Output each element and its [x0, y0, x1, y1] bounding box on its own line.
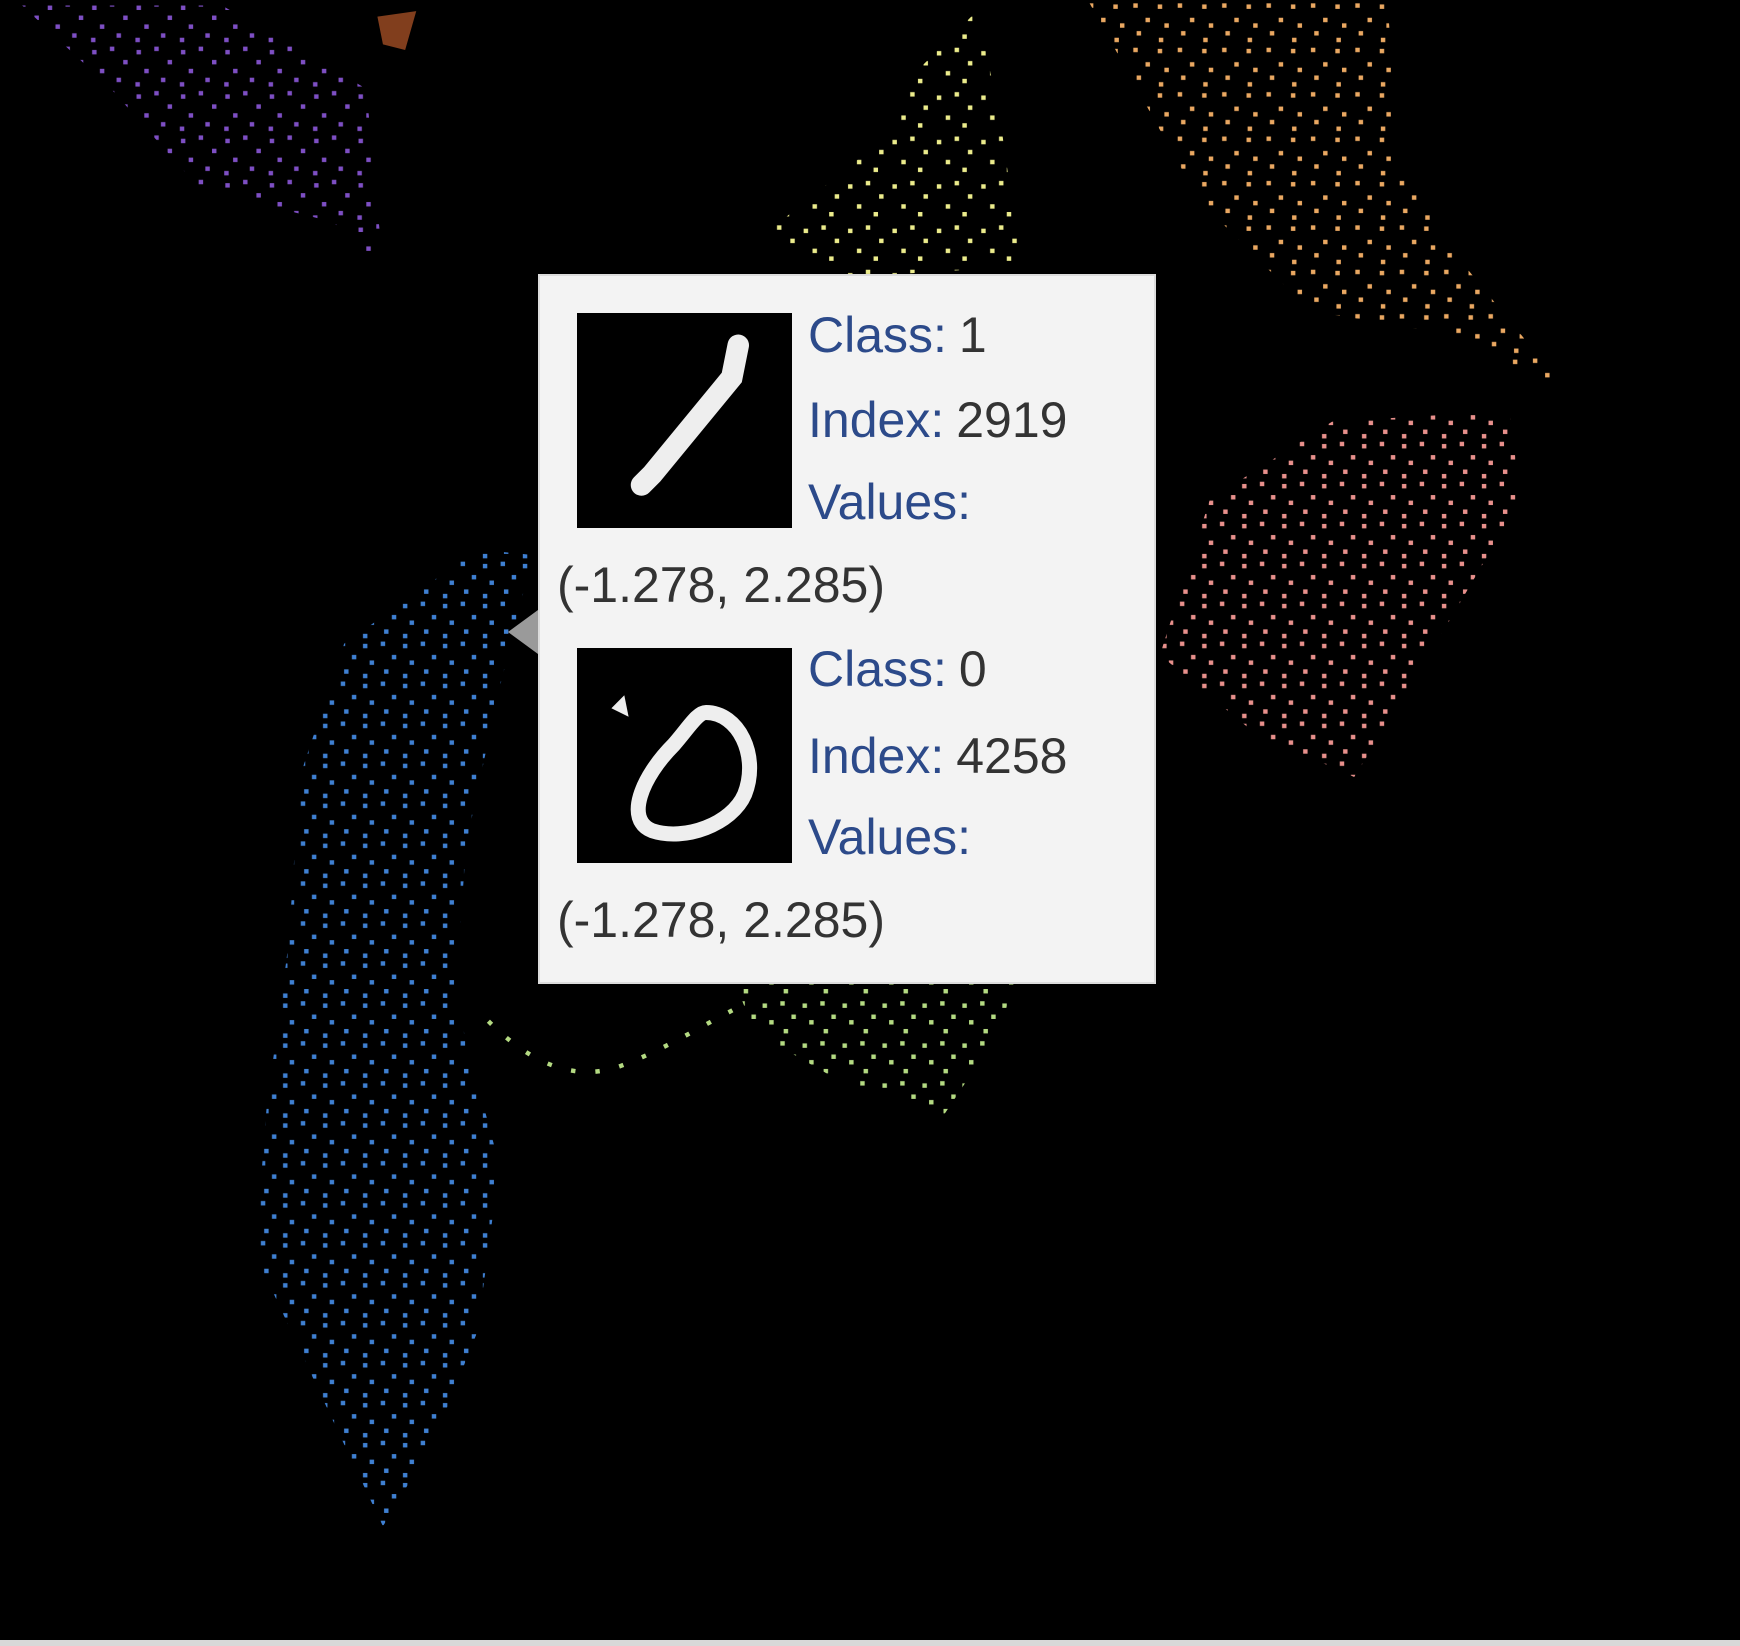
value: 1: [958, 307, 987, 363]
digit-image: [577, 313, 792, 528]
tooltip-pointer: [508, 610, 538, 654]
label: Values:: [808, 809, 972, 865]
cluster-blue: [255, 549, 533, 1527]
cluster-red: [377, 11, 417, 50]
tooltip: Class: 1 Index: 2919 Values: (-1.278, 2.28…: [538, 274, 1156, 984]
cluster-green: [732, 976, 1016, 1116]
values-text: (-1.278, 2.285): [557, 557, 885, 613]
label: Class:: [808, 307, 947, 363]
cluster-green-trail: [486, 1002, 745, 1075]
value: 2919: [956, 392, 1068, 448]
digit-image: [577, 648, 792, 863]
values-text: (-1.278, 2.285): [557, 892, 885, 948]
label: Index:: [808, 392, 945, 448]
cluster-purple: [22, 5, 383, 267]
label: Index:: [808, 728, 945, 784]
class-line: Class: 1: [808, 305, 987, 365]
values-line: Values:: [808, 472, 983, 532]
label: Values:: [808, 474, 972, 530]
index-line: Index: 4258: [808, 726, 1067, 786]
cluster-yellow: [765, 11, 1022, 278]
label: Class:: [808, 641, 947, 697]
value: 0: [958, 641, 987, 697]
class-line: Class: 0: [808, 639, 987, 699]
bottom-border: [0, 1640, 1740, 1646]
value: 4258: [956, 728, 1068, 784]
cluster-pink: [1159, 410, 1521, 777]
index-line: Index: 2919: [808, 390, 1067, 450]
values-line: Values:: [808, 807, 983, 867]
cluster-orange: [1087, 0, 1566, 389]
